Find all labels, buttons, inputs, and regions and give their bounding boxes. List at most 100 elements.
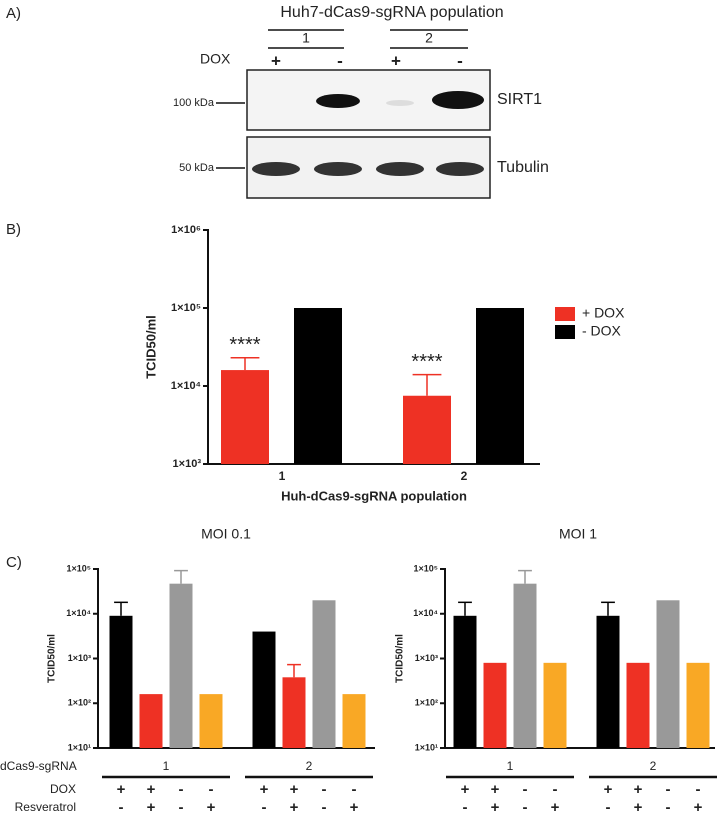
chart-title: MOI 1 <box>559 526 597 542</box>
condition-sign: + <box>207 799 216 816</box>
condition-sign: + <box>491 799 500 816</box>
bar <box>476 308 524 464</box>
x-tick-label: 1 <box>279 469 286 483</box>
bar <box>626 662 650 748</box>
bar <box>483 662 507 748</box>
group-label: 1 <box>163 759 170 773</box>
group-label: 2 <box>306 759 313 773</box>
group-label: 1 <box>507 759 514 773</box>
y-tick-label: 1×10⁴ <box>413 608 438 618</box>
y-tick-label: 1×10² <box>68 698 91 708</box>
bar <box>686 662 710 748</box>
x-tick-label: 2 <box>461 469 468 483</box>
bar <box>453 615 477 748</box>
band <box>314 162 362 176</box>
condition-sign: + <box>461 781 470 798</box>
group-label: 1 <box>302 30 310 46</box>
sign: + <box>271 51 281 70</box>
group-label: 2 <box>425 30 433 46</box>
condition-sign: + <box>491 781 500 798</box>
condition-sign: + <box>604 781 613 798</box>
band <box>432 91 484 109</box>
bar <box>312 600 336 748</box>
y-axis-label: TCID50/ml <box>395 634 406 683</box>
marker-label: 100 kDa <box>173 97 215 109</box>
condition-sign: - <box>666 781 671 798</box>
condition-sign: - <box>209 781 214 798</box>
row-label: DOX <box>200 51 231 67</box>
y-tick-label: 1×10⁵ <box>67 563 92 573</box>
protein-label: Tubulin <box>497 159 549 176</box>
bar <box>252 631 276 748</box>
bar <box>543 662 567 748</box>
legend-label: - DOX <box>582 323 622 339</box>
condition-sign: - <box>696 781 701 798</box>
condition-sign: + <box>694 799 703 816</box>
bar <box>169 583 193 748</box>
condition-sign: + <box>350 799 359 816</box>
band <box>316 94 360 108</box>
blot-title: Huh7-dCas9-sgRNA population <box>280 4 503 21</box>
condition-sign: - <box>262 799 267 816</box>
legend-swatch <box>555 325 575 339</box>
western-blot: A) Huh7-dCas9-sgRNA population 1 2 DOX +… <box>6 4 549 199</box>
condition-sign: + <box>634 781 643 798</box>
condition-sign: - <box>523 781 528 798</box>
panel-label: B) <box>6 221 21 238</box>
sign: + <box>391 51 401 70</box>
sign: - <box>457 51 463 70</box>
condition-sign: - <box>322 799 327 816</box>
legend-swatch <box>555 307 575 321</box>
y-tick-label: 1×10⁴ <box>171 380 201 392</box>
condition-label: Resveratrol <box>15 800 76 814</box>
bar <box>596 615 620 748</box>
y-tick-label: 1×10⁵ <box>171 302 201 314</box>
y-tick-label: 1×10⁵ <box>414 563 439 573</box>
band <box>386 100 414 106</box>
condition-sign: - <box>322 781 327 798</box>
condition-sign: + <box>290 799 299 816</box>
condition-sign: + <box>147 799 156 816</box>
condition-sign: - <box>553 781 558 798</box>
band <box>436 162 484 176</box>
y-tick-label: 1×10² <box>415 698 438 708</box>
condition-sign: - <box>463 799 468 816</box>
bar <box>139 694 163 748</box>
bar <box>403 395 451 464</box>
marker-label: 50 kDa <box>179 162 215 174</box>
group-label: 2 <box>650 759 657 773</box>
bar <box>513 583 537 748</box>
y-tick-label: 1×10³ <box>415 653 438 663</box>
panel-label: A) <box>6 5 21 22</box>
y-tick-label: 1×10¹ <box>68 742 91 752</box>
condition-sign: - <box>666 799 671 816</box>
condition-sign: + <box>290 781 299 798</box>
y-tick-label: 1×10¹ <box>415 742 438 752</box>
sign: - <box>337 51 343 70</box>
bar <box>282 677 306 748</box>
legend-label: + DOX <box>582 305 625 321</box>
condition-label: DOX <box>50 782 76 796</box>
y-tick-label: 1×10⁶ <box>171 224 201 236</box>
condition-sign: + <box>147 781 156 798</box>
group-row-label: dCas9-sgRNA <box>0 759 77 773</box>
y-tick-label: 1×10³ <box>68 653 91 663</box>
bar <box>109 615 133 748</box>
condition-sign: + <box>634 799 643 816</box>
condition-sign: - <box>523 799 528 816</box>
condition-sign: - <box>352 781 357 798</box>
annotation: **** <box>229 334 260 356</box>
y-tick-label: 1×10⁴ <box>66 608 91 618</box>
panel-label: C) <box>6 554 22 571</box>
condition-sign: + <box>551 799 560 816</box>
band <box>252 162 300 176</box>
y-axis-label: TCID50/ml <box>47 634 58 683</box>
condition-sign: - <box>179 799 184 816</box>
condition-sign: + <box>117 781 126 798</box>
bar <box>199 694 223 748</box>
bar <box>294 308 342 464</box>
band <box>376 162 424 176</box>
condition-sign: - <box>119 799 124 816</box>
x-axis-label: Huh-dCas9-sgRNA population <box>281 488 467 503</box>
